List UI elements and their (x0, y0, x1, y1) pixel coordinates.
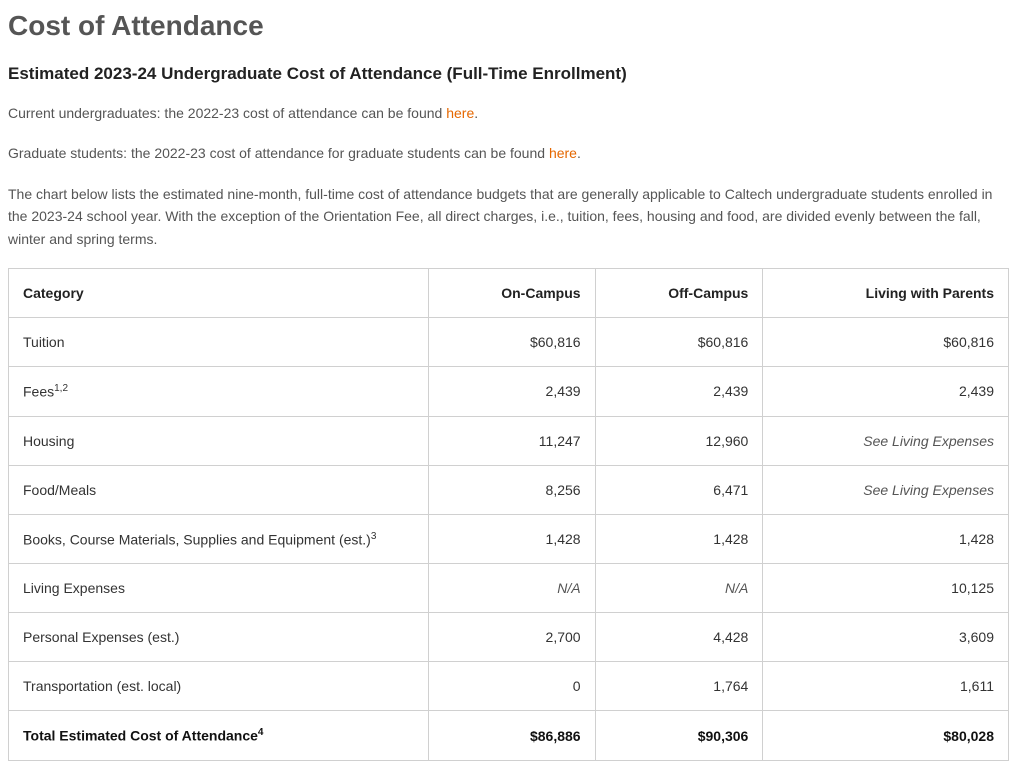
undergrad-note: Current undergraduates: the 2022-23 cost… (8, 102, 1009, 124)
grad-link[interactable]: here (549, 145, 577, 161)
cell: N/A (595, 564, 763, 613)
cell: See Living Expenses (763, 416, 1009, 465)
row-label: Housing (9, 416, 429, 465)
cell: 2,700 (429, 613, 596, 662)
table-row: Food/Meals8,2566,471See Living Expenses (9, 465, 1009, 514)
total-cell: $86,886 (429, 711, 596, 761)
undergrad-note-suffix: . (474, 105, 478, 121)
undergrad-note-prefix: Current undergraduates: the 2022-23 cost… (8, 105, 446, 121)
cell: 11,247 (429, 416, 596, 465)
table-header-row: Category On-Campus Off-Campus Living wit… (9, 268, 1009, 317)
cost-table: Category On-Campus Off-Campus Living wit… (8, 268, 1009, 761)
total-cell: $80,028 (763, 711, 1009, 761)
cell: 1,428 (595, 514, 763, 564)
footnote-ref: 4 (258, 727, 264, 738)
cell: See Living Expenses (763, 465, 1009, 514)
row-label: Fees1,2 (9, 366, 429, 416)
cell: 10,125 (763, 564, 1009, 613)
grad-note-prefix: Graduate students: the 2022-23 cost of a… (8, 145, 549, 161)
row-label: Transportation (est. local) (9, 662, 429, 711)
row-label: Personal Expenses (est.) (9, 613, 429, 662)
page-title: Cost of Attendance (8, 10, 1009, 42)
footnote-ref: 3 (371, 531, 377, 542)
table-row: Housing11,24712,960See Living Expenses (9, 416, 1009, 465)
table-row: Living ExpensesN/AN/A10,125 (9, 564, 1009, 613)
total-label: Total Estimated Cost of Attendance4 (9, 711, 429, 761)
cell: $60,816 (429, 317, 596, 366)
row-label: Tuition (9, 317, 429, 366)
cell: 1,428 (763, 514, 1009, 564)
table-row: Tuition$60,816$60,816$60,816 (9, 317, 1009, 366)
cell: 8,256 (429, 465, 596, 514)
row-label: Books, Course Materials, Supplies and Eq… (9, 514, 429, 564)
grad-note-suffix: . (577, 145, 581, 161)
description-paragraph: The chart below lists the estimated nine… (8, 183, 1009, 250)
cell: 6,471 (595, 465, 763, 514)
cell: 12,960 (595, 416, 763, 465)
table-row: Personal Expenses (est.)2,7004,4283,609 (9, 613, 1009, 662)
table-row: Books, Course Materials, Supplies and Eq… (9, 514, 1009, 564)
cell: 2,439 (429, 366, 596, 416)
cell: 0 (429, 662, 596, 711)
col-category: Category (9, 268, 429, 317)
col-off-campus: Off-Campus (595, 268, 763, 317)
footnote-ref: 1,2 (54, 383, 68, 394)
row-label: Food/Meals (9, 465, 429, 514)
cell: $60,816 (763, 317, 1009, 366)
table-row: Transportation (est. local)01,7641,611 (9, 662, 1009, 711)
cell: N/A (429, 564, 596, 613)
grad-note: Graduate students: the 2022-23 cost of a… (8, 142, 1009, 164)
cell: 1,764 (595, 662, 763, 711)
subheading: Estimated 2023-24 Undergraduate Cost of … (8, 64, 1009, 84)
total-row: Total Estimated Cost of Attendance4$86,8… (9, 711, 1009, 761)
cell: 3,609 (763, 613, 1009, 662)
undergrad-link[interactable]: here (446, 105, 474, 121)
row-label: Living Expenses (9, 564, 429, 613)
cell: 2,439 (595, 366, 763, 416)
cell: $60,816 (595, 317, 763, 366)
cell: 2,439 (763, 366, 1009, 416)
total-cell: $90,306 (595, 711, 763, 761)
col-on-campus: On-Campus (429, 268, 596, 317)
table-row: Fees1,22,4392,4392,439 (9, 366, 1009, 416)
cell: 1,611 (763, 662, 1009, 711)
col-living-with-parents: Living with Parents (763, 268, 1009, 317)
cell: 4,428 (595, 613, 763, 662)
cell: 1,428 (429, 514, 596, 564)
